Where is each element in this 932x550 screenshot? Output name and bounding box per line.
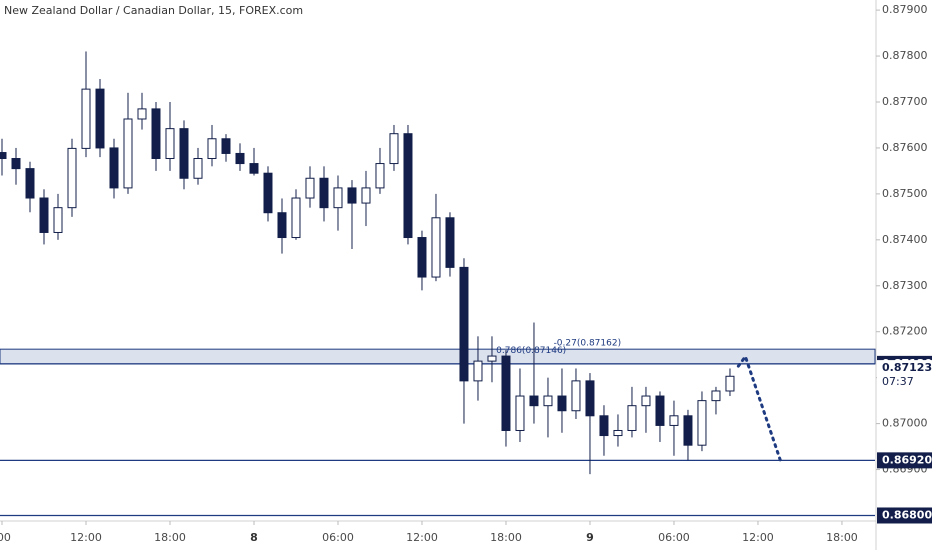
candle-body	[641, 395, 651, 407]
x-tick-label: 06:00	[658, 531, 690, 544]
x-tick-label: 9	[586, 531, 594, 544]
fib-label: -0.27(0.87162)	[554, 339, 622, 349]
y-tick-label: 0.87300	[882, 279, 928, 292]
fib-label: 0.786(0.87146)	[496, 346, 566, 356]
candle-body	[67, 147, 77, 209]
candle-body	[277, 212, 287, 239]
y-tick-label: 0.87900	[882, 3, 928, 16]
candle-body	[585, 380, 595, 417]
candle-body	[291, 197, 301, 239]
candle-body	[249, 163, 259, 174]
y-tick-label: 0.87700	[882, 95, 928, 108]
x-tick-label: 12:00	[742, 531, 774, 544]
candle-body	[669, 415, 679, 426]
x-tick-label: 18:00	[490, 531, 522, 544]
candle-body	[571, 380, 581, 412]
candle-body	[39, 197, 49, 233]
y-tick-label: 0.87200	[882, 325, 928, 338]
candle-body	[529, 395, 539, 407]
projection-line	[736, 353, 782, 462]
candle-body	[193, 158, 203, 179]
plot-area	[0, 51, 876, 517]
x-tick-label: :00	[0, 531, 11, 544]
candle-body	[501, 355, 511, 431]
candle-body	[613, 429, 623, 437]
candle-body	[0, 152, 7, 160]
y-tick-label: 0.87600	[882, 141, 928, 154]
candle-body	[221, 138, 231, 154]
x-tick-label: 18:00	[826, 531, 858, 544]
x-tick-label: 18:00	[154, 531, 186, 544]
candle-body	[375, 163, 385, 189]
candle-body	[459, 266, 469, 382]
candle-body	[333, 187, 343, 209]
candle-body	[599, 415, 609, 437]
candle-body	[11, 158, 21, 170]
candle-body	[347, 187, 357, 204]
candle-body	[263, 172, 273, 214]
x-tick-label: 06:00	[322, 531, 354, 544]
candle-body	[445, 217, 455, 268]
current-price: 0.87123	[882, 361, 932, 374]
candle-body	[655, 395, 665, 426]
price-label-bg	[877, 507, 932, 524]
candle-body	[123, 118, 133, 189]
price-label: 0.86800	[882, 508, 932, 521]
candle-body	[165, 128, 175, 160]
candle-body	[543, 395, 553, 407]
current-price-bg	[877, 360, 932, 391]
chart-title: New Zealand Dollar / Canadian Dollar, 15…	[4, 4, 303, 17]
countdown: 07:37	[882, 375, 914, 388]
candle-body	[25, 168, 35, 199]
candle-body	[109, 147, 119, 189]
candle-body	[711, 390, 721, 402]
candle-body	[305, 177, 315, 199]
candle-body	[403, 133, 413, 239]
candle-body	[683, 415, 693, 446]
y-tick-label: 0.87400	[882, 233, 928, 246]
zone	[0, 348, 876, 365]
y-tick-label: 0.87500	[882, 187, 928, 200]
candle-body	[431, 217, 441, 278]
candle-body	[697, 400, 707, 446]
candle-body	[151, 108, 161, 160]
candle-body	[557, 395, 567, 412]
candle-body	[389, 133, 399, 165]
candle-body	[487, 355, 497, 362]
candle-body	[473, 360, 483, 382]
candle-body	[627, 405, 637, 431]
candle-body	[515, 395, 525, 431]
candle-body	[81, 88, 91, 149]
candle-body	[417, 237, 427, 278]
candle-body	[235, 152, 245, 165]
x-tick-label: 8	[250, 531, 258, 544]
x-tick-label: 12:00	[406, 531, 438, 544]
candle-body	[53, 207, 63, 233]
price-label: 0.86920	[882, 453, 932, 466]
candle-body	[361, 187, 371, 204]
candle-body	[137, 108, 147, 120]
x-tick-label: 12:00	[70, 531, 102, 544]
y-tick-label: 0.87000	[882, 417, 928, 430]
candle-body	[179, 128, 189, 179]
candle-body	[207, 138, 217, 160]
price-label-bg	[877, 452, 932, 469]
candle-body	[725, 375, 735, 392]
candle-body	[95, 88, 105, 149]
candle-body	[319, 177, 329, 209]
y-tick-label: 0.87800	[882, 49, 928, 62]
